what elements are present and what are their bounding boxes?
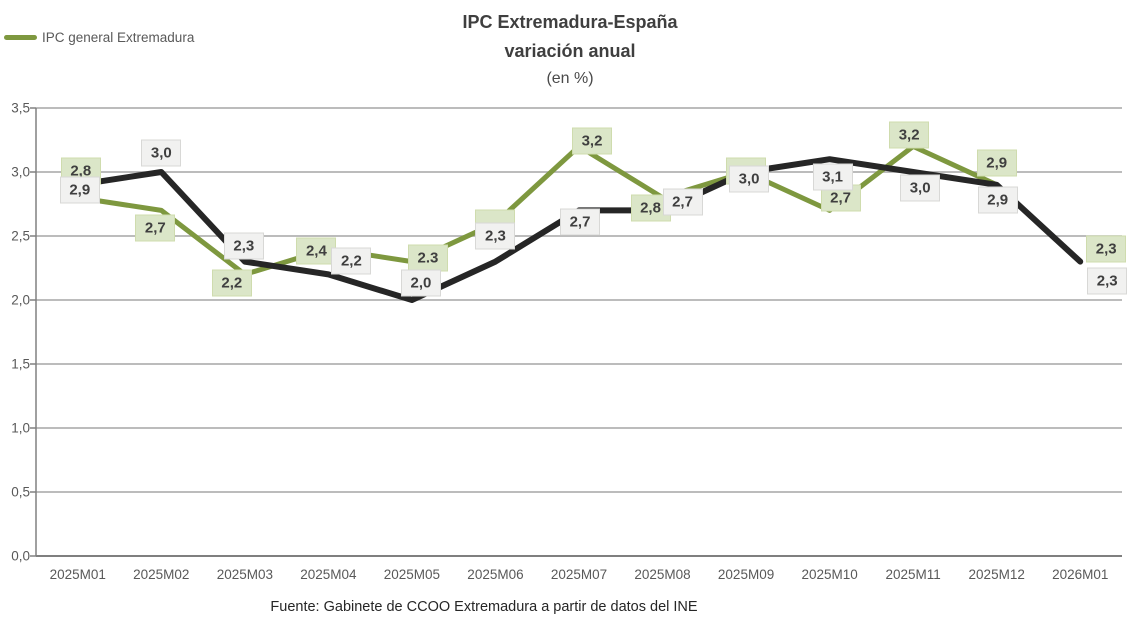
legend-item-label: IPC general Extremadura — [42, 29, 195, 45]
y-axis-label-3,5: 3,5 — [11, 100, 30, 116]
y-axis-label-1,5: 1,5 — [11, 356, 30, 372]
data-label-espana-2025M06: 2,3 — [475, 222, 516, 250]
data-label-extremadura-2026M01: 2,3 — [1086, 235, 1127, 263]
data-label-extremadura-2025M07: 3,2 — [572, 127, 612, 155]
data-label-espana-2025M07: 2,7 — [560, 208, 600, 236]
x-axis-label-2025M08: 2025M08 — [634, 567, 691, 582]
data-label-espana-2025M11: 3,0 — [900, 174, 941, 202]
chart-title-line3: (en %) — [546, 70, 594, 87]
data-label-espana-2025M12: 2,9 — [977, 186, 1018, 214]
data-label-espana-2025M03: 2,3 — [223, 232, 264, 260]
data-label-extremadura-2025M05: 2.3 — [407, 244, 448, 272]
y-axis-label-2,5: 2,5 — [11, 228, 30, 244]
x-axis-label-2025M10: 2025M10 — [801, 567, 858, 582]
source-note: Fuente: Gabinete de CCOO Extremadura a p… — [270, 599, 698, 615]
data-label-espana-2025M01: 2,9 — [59, 176, 100, 204]
chart-legend: IPC general Extremadura — [4, 26, 194, 48]
chart-title-line1: IPC Extremadura-España — [462, 12, 678, 32]
data-label-espana-2025M04: 2,2 — [331, 247, 372, 275]
x-axis-label-2025M04: 2025M04 — [300, 567, 357, 582]
x-axis-label-2025M12: 2025M12 — [968, 567, 1025, 582]
data-label-extremadura-2025M03: 2,2 — [211, 269, 252, 297]
y-axis-label-1,0: 1,0 — [11, 420, 30, 436]
x-axis-label-2025M11: 2025M11 — [885, 567, 941, 582]
x-axis-label-2025M02: 2025M02 — [133, 567, 190, 582]
data-label-extremadura-2025M11: 3,2 — [889, 121, 930, 149]
chart-title-line2: variación anual — [504, 41, 636, 61]
data-label-espana-2025M09: 3,0 — [729, 165, 770, 193]
data-label-espana-2025M02: 3,0 — [141, 139, 182, 167]
y-axis-label-0,0: 0,0 — [11, 548, 30, 564]
data-label-extremadura-2025M02: 2,7 — [135, 214, 176, 242]
y-axis-label-0,5: 0,5 — [11, 484, 30, 500]
data-label-extremadura-2025M04: 2,4 — [296, 237, 337, 265]
y-axis-label-2,0: 2,0 — [11, 292, 30, 308]
data-label-espana-2025M08: 2,7 — [662, 188, 703, 216]
x-axis-label-2025M01: 2025M01 — [49, 567, 106, 582]
data-label-espana-2025M10: 3,1 — [812, 163, 853, 191]
x-axis-label-2025M06: 2025M06 — [467, 567, 524, 582]
x-axis-label-2026M01: 2026M01 — [1052, 567, 1109, 582]
data-label-extremadura-2025M12: 2,9 — [976, 149, 1017, 177]
y-axis-label-3,0: 3,0 — [11, 164, 30, 180]
x-axis-label-2025M09: 2025M09 — [717, 567, 775, 582]
x-axis-label-2025M07: 2025M07 — [550, 567, 608, 582]
data-label-espana-2025M05: 2,0 — [400, 269, 441, 297]
x-axis-label-2025M05: 2025M05 — [383, 567, 441, 582]
legend-line-swatch-icon — [4, 34, 37, 40]
data-label-espana-2026M01: 2,3 — [1087, 267, 1128, 295]
x-axis-label-2025M03: 2025M03 — [216, 567, 273, 582]
